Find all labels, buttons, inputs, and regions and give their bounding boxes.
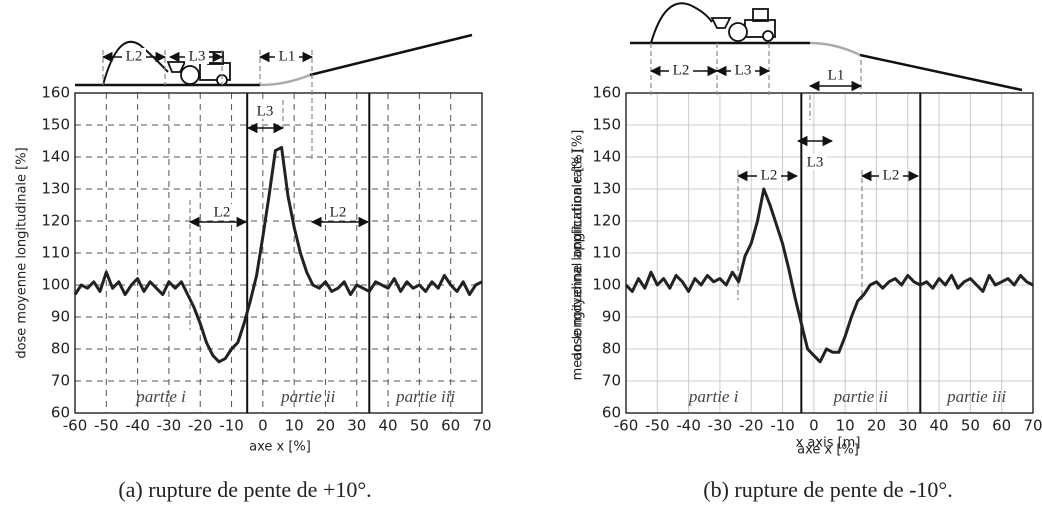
x-tick-label: 70 <box>472 417 491 435</box>
y-axis-label: dose moyenne longitudinale [%] <box>571 149 586 360</box>
x-axis-label: axe x [%] <box>797 443 859 458</box>
y-tick-label: 80 <box>602 340 621 358</box>
y-axis-label: dose moyenne longitudinale [%] <box>15 147 30 358</box>
y-tick-label: 110 <box>592 244 621 262</box>
schematic-b <box>630 2 1023 92</box>
y-tick-label: 90 <box>51 308 70 326</box>
y-tick-label: 140 <box>592 148 621 166</box>
annotation: L2 <box>214 204 231 220</box>
x-tick-label: 50 <box>410 417 429 435</box>
y-tick-label: 80 <box>51 340 70 358</box>
data-line <box>73 145 483 364</box>
y-tick-label: 130 <box>41 180 70 198</box>
annotation-bg <box>185 48 209 64</box>
x-tick-label: -30 <box>157 417 182 435</box>
x-tick-label: -30 <box>708 417 733 435</box>
y-tick-label: 140 <box>41 148 70 166</box>
annotation-bg <box>122 48 146 64</box>
plot-frame <box>625 92 1034 414</box>
y-tick-label: 110 <box>41 244 70 262</box>
x-tick-label: 70 <box>1023 417 1042 435</box>
x-tick-label: 60 <box>992 417 1011 435</box>
annotation-bg <box>803 154 827 170</box>
region-label: partie ii <box>280 387 336 406</box>
y-tick-label: 70 <box>51 372 70 390</box>
x-tick-label: 30 <box>898 417 917 435</box>
annotation: L3 <box>257 103 274 119</box>
annotation-bg <box>824 67 848 83</box>
y-tick-label: 90 <box>602 308 621 326</box>
data-line <box>624 187 1034 364</box>
x-tick-label: -20 <box>188 417 213 435</box>
y-tick-label: 120 <box>592 212 621 230</box>
x-tick-label: -60 <box>614 417 639 435</box>
x-tick-label: 20 <box>316 417 335 435</box>
region-label: partie iii <box>946 387 1006 406</box>
x-tick-label: 40 <box>930 417 949 435</box>
x-axis-label: axe x [%] <box>249 440 311 455</box>
region-label: partie i <box>688 387 739 406</box>
x-tick-label: -10 <box>770 417 795 435</box>
y-tick-label: 100 <box>41 276 70 294</box>
annotation-bg <box>879 167 903 183</box>
y-tick-label: 150 <box>41 116 70 134</box>
annotation: L1 <box>279 48 296 64</box>
x-tick-label: -50 <box>645 417 670 435</box>
annotation: L3 <box>189 48 206 64</box>
y-tick-label: 120 <box>41 212 70 230</box>
x-tick-label: 0 <box>809 417 819 435</box>
caption: (b) rupture de pente de -10°. <box>703 477 952 502</box>
y-tick-label: 130 <box>592 180 621 198</box>
region-label: partie i <box>135 387 186 406</box>
x-tick-label: -40 <box>125 417 150 435</box>
annotation: L2 <box>673 62 690 78</box>
annotation-bg <box>757 167 781 183</box>
annotation: L3 <box>807 154 824 170</box>
x-tick-label: 40 <box>379 417 398 435</box>
x-tick-label: -10 <box>219 417 244 435</box>
annotation: L2 <box>761 167 778 183</box>
y-tick-label: 160 <box>41 84 70 102</box>
x-axis-label: x axis [m] <box>796 436 861 451</box>
y-tick-label: 150 <box>592 116 621 134</box>
annotation: L1 <box>828 67 845 83</box>
x-tick-label: -60 <box>63 417 88 435</box>
x-tick-label: -50 <box>94 417 119 435</box>
annotation-bg <box>275 48 299 64</box>
x-tick-label: -20 <box>739 417 764 435</box>
annotation-bg <box>210 204 234 220</box>
caption: (a) rupture de pente de +10°. <box>118 477 371 502</box>
x-tick-label: 10 <box>836 417 855 435</box>
annotation-bg <box>731 62 755 78</box>
annotation: L3 <box>735 62 752 78</box>
annotation: L2 <box>330 204 347 220</box>
annotation: L2 <box>126 48 143 64</box>
region-label: partie ii <box>833 387 889 406</box>
y-tick-label: 70 <box>602 372 621 390</box>
x-tick-label: 10 <box>285 417 304 435</box>
x-tick-label: 0 <box>258 417 268 435</box>
x-tick-label: 50 <box>961 417 980 435</box>
annotation: L2 <box>883 167 900 183</box>
region-label: partie iii <box>395 387 455 406</box>
y-tick-label: 60 <box>602 404 621 422</box>
y-tick-label: 60 <box>51 404 70 422</box>
annotation-bg <box>253 103 277 119</box>
x-tick-label: 20 <box>867 417 886 435</box>
x-tick-label: 30 <box>347 417 366 435</box>
y-tick-label: 160 <box>592 84 621 102</box>
x-tick-label: 60 <box>441 417 460 435</box>
annotation-bg <box>669 62 693 78</box>
y-axis-label: mean longitudinal application rate [%] <box>571 130 586 381</box>
y-tick-label: 100 <box>592 276 621 294</box>
plot-frame <box>74 92 483 414</box>
annotation-bg <box>326 204 350 220</box>
x-tick-label: -40 <box>676 417 701 435</box>
